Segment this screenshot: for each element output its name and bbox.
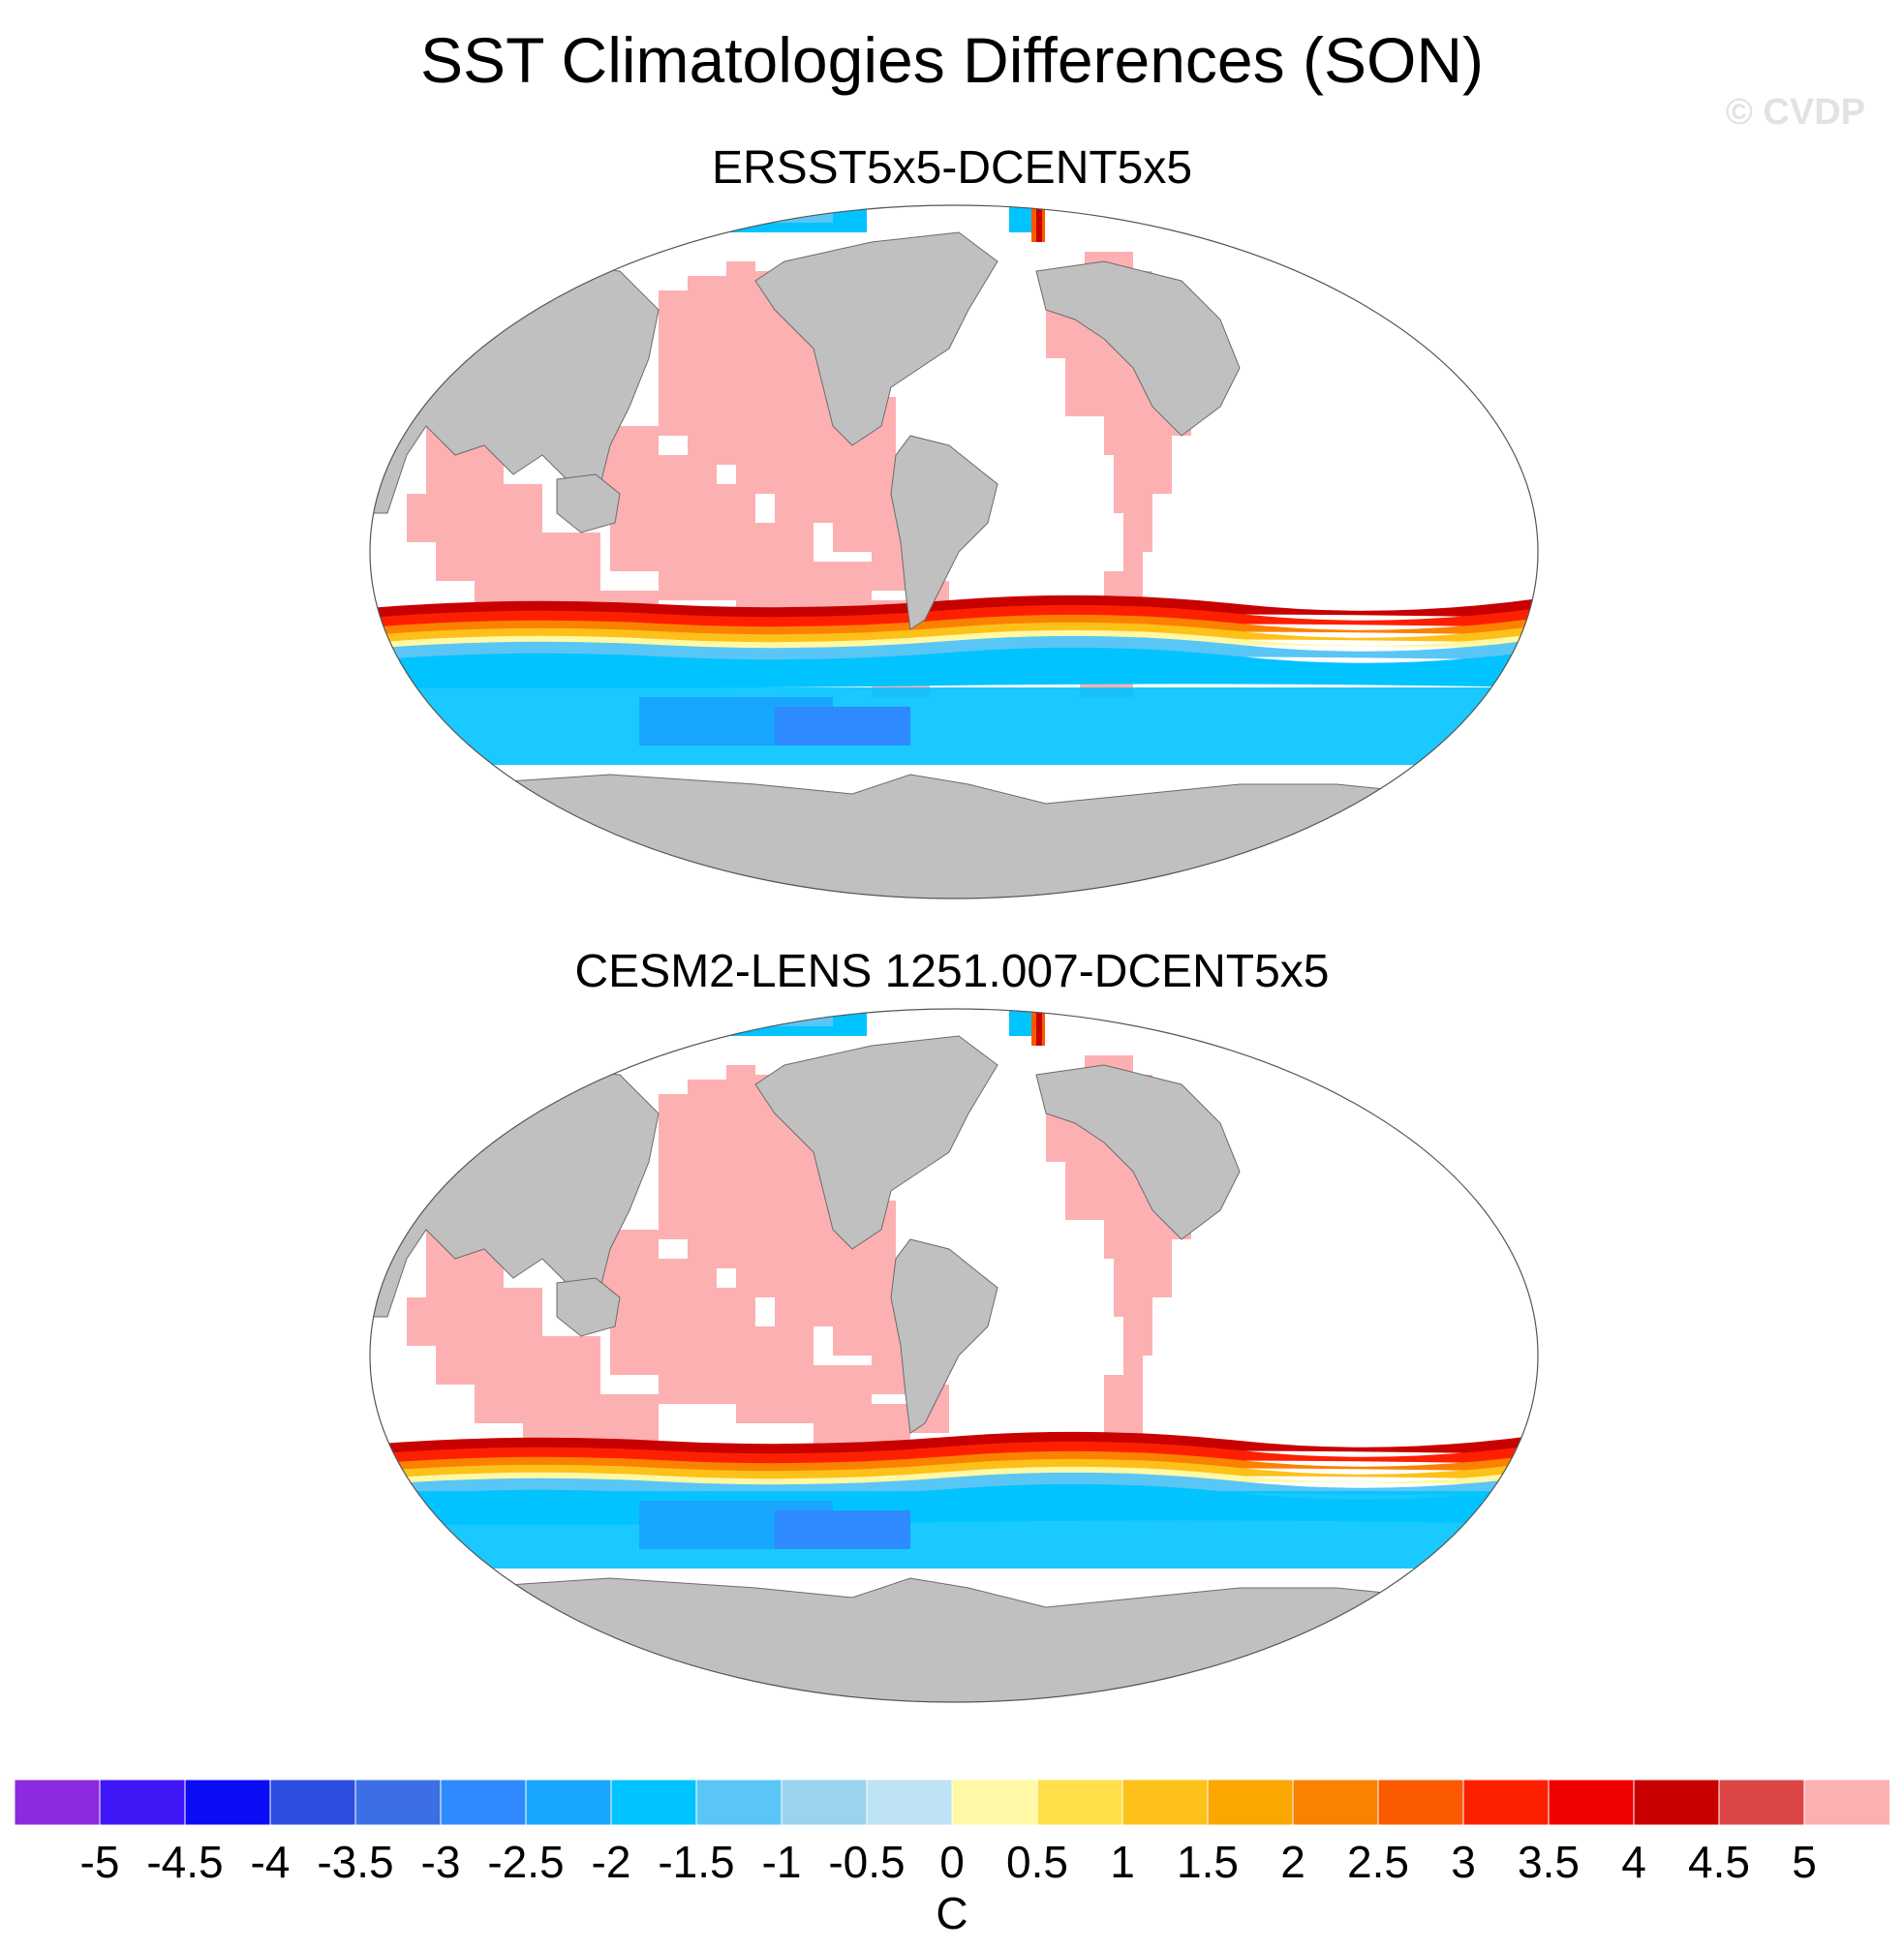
map-border [369,1008,1539,1703]
colorbar-tick-label: 2 [1280,1837,1305,1887]
ocean-difference-region [659,261,949,629]
southern-ocean-band [370,614,1538,636]
southern-ocean-band [370,1458,1538,1480]
figure-title: SST Climatologies Differences (SON) [420,24,1484,96]
landmass [370,774,1538,899]
colorbar-tick-label: -4 [250,1837,291,1887]
colorbar-swatch [99,1780,186,1825]
southern-ocean-band [370,629,1538,650]
landmass [1035,260,1241,437]
colorbar-tick-label: -2.5 [487,1837,565,1887]
colorbar-tick-label: 4.5 [1688,1837,1750,1887]
colorbar-swatch [1292,1780,1379,1825]
colorbar-swatch [1548,1780,1635,1825]
landmass [1035,1064,1241,1240]
map-svg [369,1008,1539,1703]
landmass [754,1035,998,1250]
arctic-anomaly [702,1009,867,1036]
colorbar-tick-label: 4 [1621,1837,1646,1887]
colorbar-tick-label: -3.5 [317,1837,394,1887]
colorbar-swatch [15,1780,101,1825]
colorbar-swatch [1036,1780,1123,1825]
colorbar-swatch [695,1780,783,1825]
arctic-anomaly [1036,1009,1042,1046]
colorbar-tick-label: -5 [79,1837,120,1887]
colorbar-swatch [1377,1780,1464,1825]
colorbar-tick-label: 0 [939,1837,965,1887]
colorbar-tick-label: -1 [761,1837,802,1887]
landmass [370,1577,1538,1702]
southern-ocean-band [370,1441,1538,1465]
southern-ocean-band [370,647,1538,688]
panel-1-title: ERSST5x5-DCENT5x5 [711,142,1193,194]
landmass [754,231,998,446]
ocean-difference-region [407,397,659,658]
panel-1-map [368,203,1540,900]
colorbar [15,1780,1889,1825]
colorbar-tick-label: -1.5 [658,1837,735,1887]
antarctic-anomaly [775,1510,910,1549]
ocean-difference-region [659,1065,949,1433]
colorbar-swatch [525,1780,612,1825]
landmass [890,435,998,630]
colorbar-swatch [1633,1780,1720,1825]
landmass [556,1277,621,1337]
colorbar-tick-label: 5 [1792,1837,1817,1887]
colorbar-swatch [866,1780,953,1825]
landmass [556,473,621,533]
map-border [369,204,1539,899]
colorbar-tick-label: -2 [591,1837,631,1887]
southern-ocean-band [370,1466,1538,1486]
cvdp-watermark: © CVDP [1725,92,1865,133]
arctic-anomaly [702,205,867,232]
southern-ocean-band [370,1450,1538,1473]
colorbar-swatch [610,1780,697,1825]
colorbar-swatch [951,1780,1038,1825]
panel-2-map [368,1007,1540,1704]
antarctic-anomaly [370,687,1538,765]
colorbar-tick-label: 2.5 [1347,1837,1409,1887]
colorbar-tick-label: -3 [420,1837,461,1887]
colorbar-tick-label: 1.5 [1177,1837,1239,1887]
southern-ocean-band [370,604,1538,628]
ocean-difference-region [407,1201,659,1462]
antarctic-anomaly [775,707,910,746]
colorbar-swatch [354,1780,442,1825]
arctic-anomaly [1036,205,1042,242]
antarctic-anomaly [370,1491,1538,1569]
colorbar-tick-label: -0.5 [828,1837,906,1887]
map-svg [369,204,1539,899]
colorbar-tick-label: 3.5 [1518,1837,1580,1887]
colorbar-units: C [936,1888,968,1938]
southern-ocean-band [370,622,1538,644]
colorbar-swatch [1718,1780,1805,1825]
colorbar-swatch [269,1780,356,1825]
colorbar-swatch [1803,1780,1889,1825]
colorbar-tick-label: 0.5 [1006,1837,1068,1887]
colorbar-labels: -5 -4.5 -4 -3.5 -3 -2.5 -2 -1.5 -1 -0.5 0 0.5 1 1.5 2 2… [0,1835,1904,1893]
colorbar-swatch [184,1780,271,1825]
colorbar-tick-label: 3 [1451,1837,1476,1887]
colorbar-swatch [440,1780,527,1825]
panel-2-title: CESM2-LENS 1251.007-DCENT5x5 [574,946,1330,997]
colorbar-swatch [781,1780,868,1825]
colorbar-tick-label: 1 [1110,1837,1135,1887]
colorbar-tick-label: -4.5 [146,1837,224,1887]
southern-ocean-band [370,1431,1538,1455]
colorbar-swatch [1121,1780,1209,1825]
southern-ocean-band [370,635,1538,661]
colorbar-swatch [1207,1780,1294,1825]
ocean-difference-region [576,1230,930,1501]
colorbar-swatch [1462,1780,1550,1825]
southern-ocean-band [370,594,1538,619]
landmass [890,1238,998,1434]
